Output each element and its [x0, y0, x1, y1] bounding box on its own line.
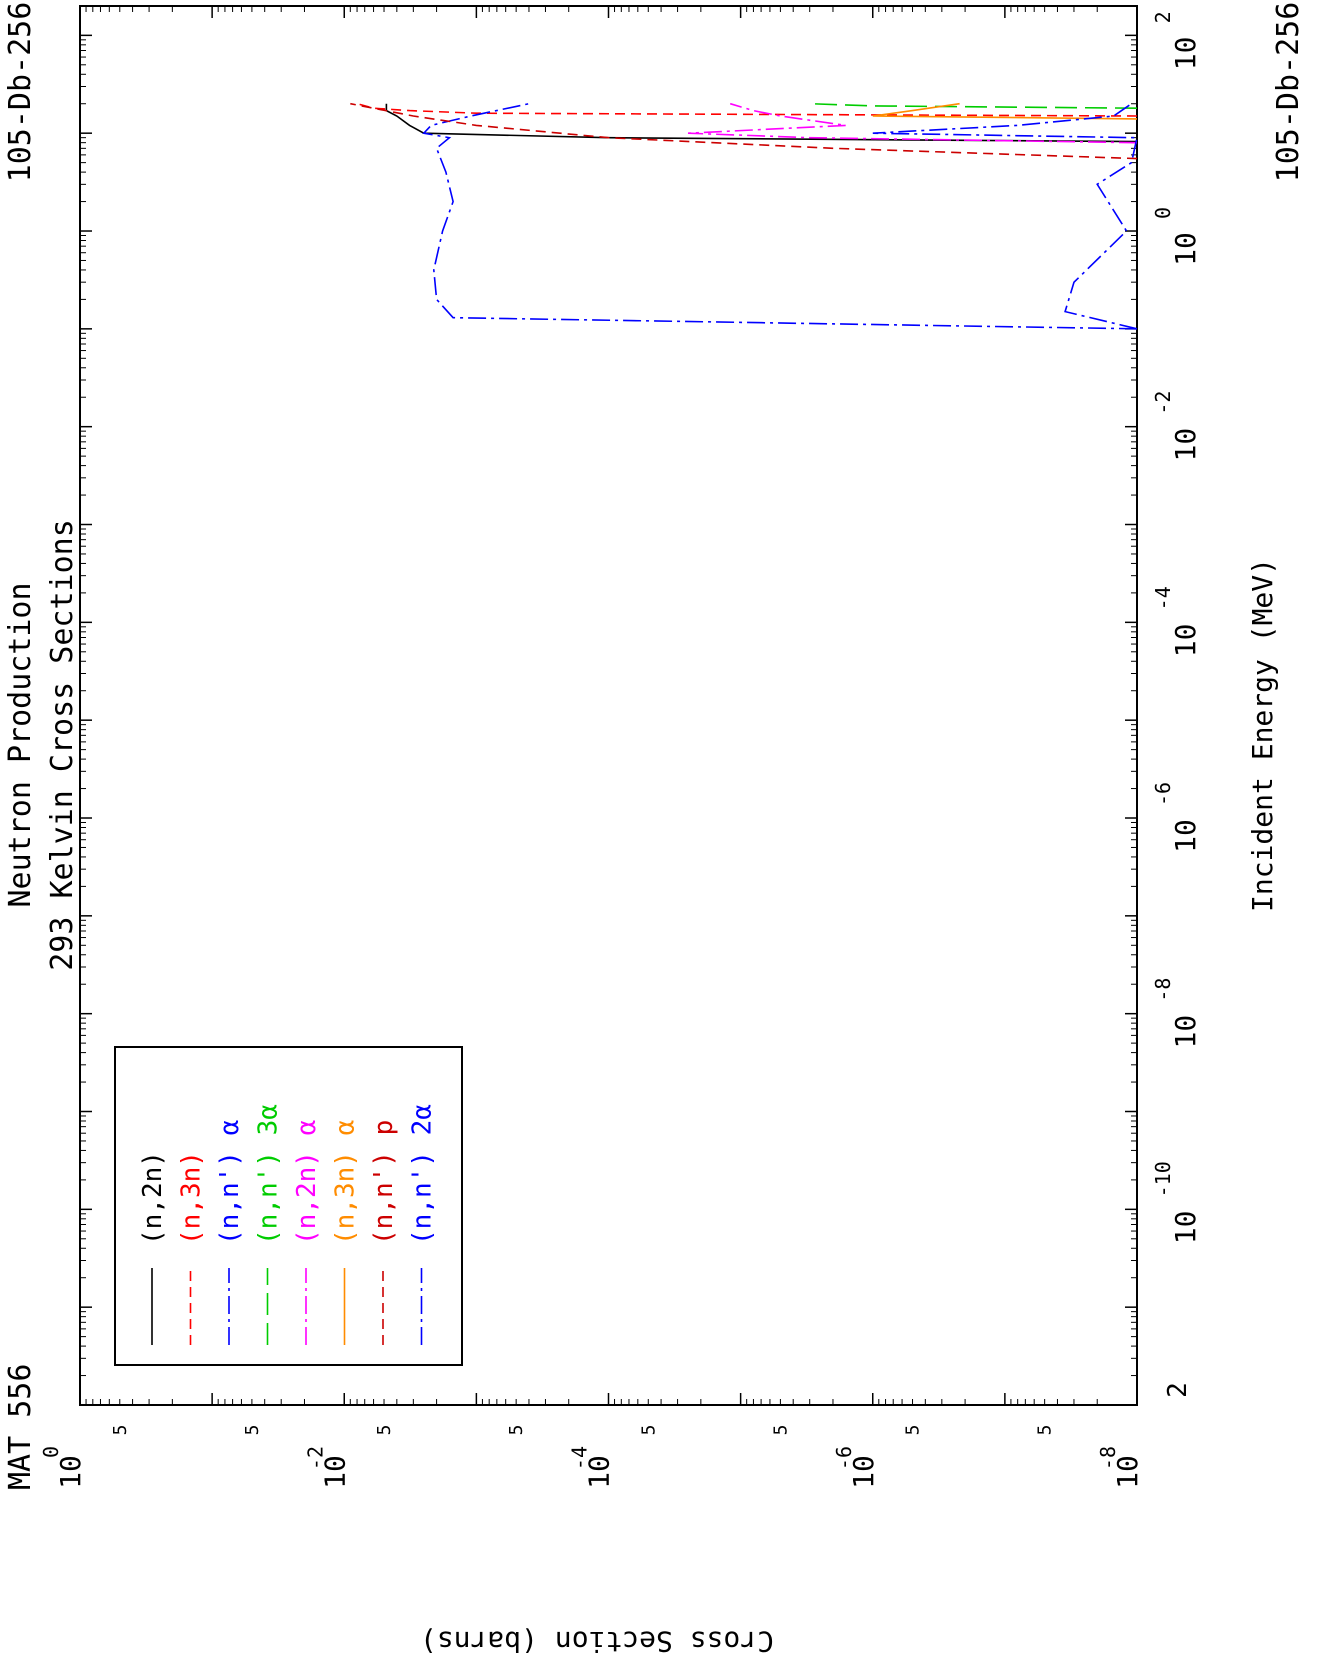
x-tick-label-exponent: -2 — [1151, 391, 1175, 415]
y-minor-label: 5 — [1035, 1425, 1056, 1436]
x-tick-label-exponent: -10 — [1151, 1161, 1175, 1197]
series-line-3 — [809, 102, 1138, 109]
material-label-bottom: 105-Db-256 — [1271, 2, 1306, 183]
y-minor-label: 5 — [506, 1425, 527, 1436]
material-label-top: 105-Db-256 — [3, 2, 38, 183]
x-tick-label-exponent: -8 — [1151, 978, 1175, 1002]
x-tick-label-exponent: -4 — [1151, 586, 1175, 610]
series-line-7 — [872, 103, 1138, 330]
y-tick-label-exponent: -6 — [832, 1446, 856, 1470]
legend-label: (n,3n) α — [331, 1120, 361, 1245]
y-minor-label: 5 — [374, 1425, 395, 1436]
y-tick-label-exponent: -8 — [1096, 1446, 1120, 1470]
x-tick-label-exponent: 2 — [1151, 11, 1175, 23]
y-axis-title: Cross Section (barns) — [420, 1625, 774, 1658]
y-minor-label: 5 — [638, 1425, 659, 1436]
x-tick-label-base: 10 — [1169, 819, 1202, 853]
series-line-6 — [350, 102, 1138, 160]
y-tick-label-base: 10 — [318, 1455, 351, 1489]
chart-subtitle: 293 Kelvin Cross Sections — [45, 519, 80, 971]
legend-label: (n,n') 2α — [408, 1104, 438, 1245]
y-tick-label-base: 10 — [1111, 1455, 1144, 1489]
y-minor-label: 5 — [242, 1425, 263, 1436]
x-tick-label-exponent: 0 — [1151, 207, 1175, 219]
y-tick-label-exponent: -4 — [568, 1446, 592, 1470]
x-tick-label-base: 10 — [1169, 232, 1202, 266]
x-tick-label-base: 10 — [1169, 1015, 1202, 1049]
y-tick-label-exponent: -2 — [303, 1446, 327, 1470]
legend-box — [114, 1046, 463, 1366]
legend-label: (n,2n) α — [292, 1120, 322, 1245]
series-line-4 — [687, 102, 1138, 144]
y-minor-label: 5 — [770, 1425, 791, 1436]
legend-label: (n,2n) — [138, 1151, 168, 1245]
legend: (n,2n) (n,3n) (n,n') α (n,n') 3α (n,2n) α (n,… — [138, 1104, 438, 1345]
y-tick-label-exponent: 0 — [39, 1446, 63, 1458]
y-minor-label: 5 — [903, 1425, 924, 1436]
legend-label: (n,n') 3α — [254, 1104, 284, 1245]
y-tick-label-base: 10 — [54, 1455, 87, 1489]
y-tick-label-base: 10 — [583, 1455, 616, 1489]
y-tick-label-base: 10 — [847, 1455, 880, 1489]
x-tick-label-base: 10 — [1169, 36, 1202, 70]
chart-title: Neutron Production — [3, 582, 38, 907]
x-tick-label-exponent: -6 — [1151, 782, 1175, 806]
x-axis-title: Incident Energy (MeV) — [1246, 558, 1279, 912]
series-layer — [350, 102, 1138, 330]
x-tick-label-base: 10 — [1169, 428, 1202, 462]
axis-ticks — [79, 6, 1138, 1406]
legend-label: (n,n') α — [215, 1120, 245, 1245]
mat-label: MAT 556 — [3, 1364, 38, 1490]
legend-label: (n,3n) — [177, 1151, 207, 1245]
series-line-5 — [872, 102, 1138, 120]
y-minor-label: 5 — [110, 1425, 131, 1436]
legend-label: (n,n') p — [369, 1120, 399, 1245]
x-tick-label-start: 2 — [1163, 1382, 1193, 1398]
series-line-2 — [422, 102, 1138, 330]
x-tick-label-base: 10 — [1169, 623, 1202, 657]
x-tick-label-base: 10 — [1169, 1210, 1202, 1244]
